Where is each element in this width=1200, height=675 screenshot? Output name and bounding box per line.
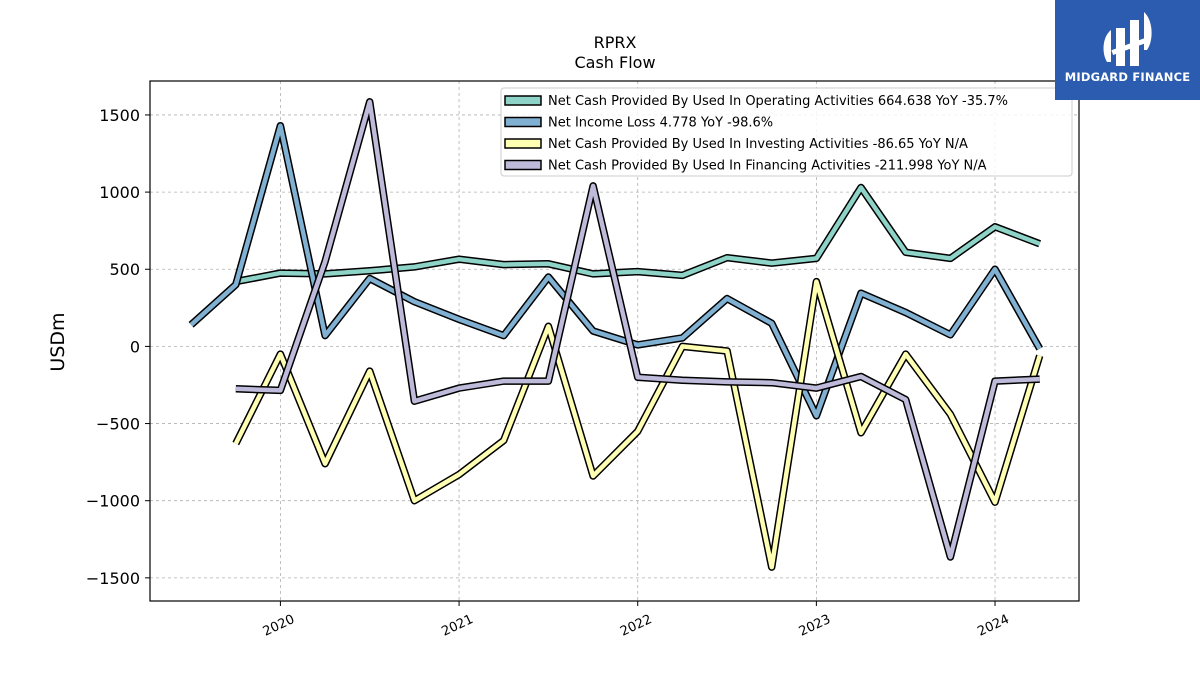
- series-line-1: [189, 123, 1042, 419]
- series-line-0: [235, 185, 1041, 284]
- legend-box: [500, 87, 1073, 177]
- legend-entry-0: Net Cash Provided By Used In Operating A…: [548, 94, 1008, 109]
- logo-text: MIDGARD FINANCE: [1064, 70, 1191, 84]
- axis-ticks: 1500 1000 500 0 −500 −1000 −1500 2020 2021 2022 20…: [86, 106, 1012, 640]
- grid-lines: [150, 81, 1079, 601]
- series-lines: [188, 98, 1044, 571]
- y-tick-label: 500: [109, 260, 140, 279]
- y-tick-label: 1000: [99, 183, 140, 202]
- x-tick-label: 2023: [797, 612, 833, 640]
- series-line-outline-2: [232, 277, 1044, 571]
- midgard-finance-logo: MIDGARD FINANCE: [1055, 0, 1200, 100]
- y-tick-label: 0: [130, 337, 140, 356]
- y-tick-label: 1500: [99, 106, 140, 125]
- legend-swatch-2: [504, 138, 542, 149]
- y-tick-label: −1500: [86, 569, 140, 588]
- y-axis-label: USDm: [47, 312, 69, 371]
- x-tick-label: 2021: [439, 612, 475, 640]
- legend-swatch-0: [504, 95, 542, 106]
- chart-subtitle: Cash Flow: [574, 53, 655, 72]
- legend-entry-3: Net Cash Provided By Used In Financing A…: [548, 159, 987, 174]
- y-tick-label: −500: [96, 415, 140, 434]
- x-tick-label: 2024: [975, 612, 1011, 640]
- legend: Net Cash Provided By Used In Operating A…: [500, 87, 1073, 177]
- y-tick-label: −1000: [86, 492, 140, 511]
- logo-mark-icon: [1103, 12, 1152, 66]
- series-line-3: [235, 99, 1040, 560]
- series-line-2: [233, 279, 1042, 570]
- legend-swatch-1: [504, 116, 542, 128]
- x-tick-label: 2020: [261, 612, 297, 640]
- legend-entry-2: Net Cash Provided By Used In Investing A…: [548, 137, 968, 152]
- plot-frame: [149, 80, 1080, 602]
- x-tick-label: 2022: [618, 612, 654, 640]
- legend-swatch-3: [504, 159, 542, 171]
- legend-entry-1: Net Income Loss 4.778 YoY -98.6%: [548, 116, 773, 131]
- chart-title: RPRX: [594, 33, 637, 52]
